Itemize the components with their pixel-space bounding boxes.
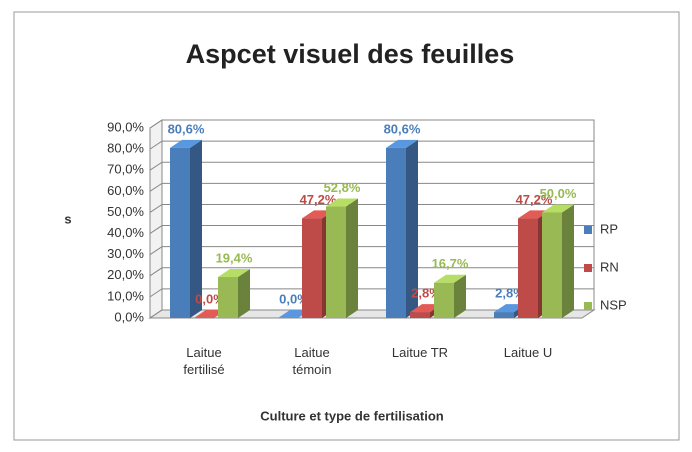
- bar-top: [218, 269, 250, 278]
- bar-side: [454, 274, 466, 318]
- bar: [518, 218, 538, 318]
- y-tick-label: 80,0%: [107, 141, 144, 156]
- y-tick-label: 30,0%: [107, 246, 144, 261]
- y-axis-label: s: [64, 211, 71, 226]
- grid-line: [149, 140, 594, 150]
- grid-line: [149, 225, 594, 234]
- bar-top: [386, 139, 418, 148]
- side-wall: [149, 119, 163, 319]
- bar: [410, 312, 430, 318]
- data-label: 19,4%: [216, 250, 253, 265]
- legend-label: RP: [600, 221, 618, 236]
- legend-swatch: [584, 226, 592, 234]
- y-tick-label: 50,0%: [107, 204, 144, 219]
- data-label: 52,8%: [324, 180, 361, 195]
- data-label: 0,0%: [195, 291, 225, 306]
- bar: [542, 212, 562, 318]
- legend-label: RN: [600, 259, 619, 274]
- bar: [386, 147, 406, 318]
- bar: [494, 312, 514, 318]
- data-label: 80,6%: [384, 121, 421, 136]
- bar-side: [190, 139, 202, 318]
- bar-top: [542, 204, 574, 213]
- bar: [218, 277, 238, 318]
- bar: [302, 218, 322, 318]
- grid-line: [149, 182, 594, 192]
- data-label: 80,6%: [168, 121, 205, 136]
- bar-top: [170, 139, 202, 148]
- legend-swatch: [584, 264, 592, 272]
- grid-line: [149, 267, 594, 277]
- x-tick-label: Laitue témoin: [292, 345, 332, 377]
- bar: [326, 206, 346, 318]
- bar-top: [518, 210, 550, 219]
- y-tick-label: 60,0%: [107, 183, 144, 198]
- bar-side: [562, 204, 574, 318]
- bar-top: [326, 198, 358, 207]
- bar-side: [346, 198, 358, 318]
- bar-side: [406, 139, 418, 318]
- grid-line: [149, 161, 594, 171]
- bar: [170, 147, 190, 318]
- data-label: 47,2%: [300, 192, 337, 207]
- y-tick-label: 90,0%: [107, 119, 144, 134]
- grid-line: [149, 246, 594, 256]
- legend-label: NSP: [600, 297, 627, 312]
- grid-line: [149, 119, 594, 129]
- data-label: 2,8%: [495, 286, 525, 301]
- data-label: 47,2%: [516, 192, 553, 207]
- y-tick-label: 70,0%: [107, 162, 144, 177]
- bar: [434, 282, 454, 318]
- data-label: 0,0%: [279, 291, 309, 306]
- bar-side: [238, 269, 250, 318]
- grid-line: [149, 203, 594, 213]
- y-tick-label: 20,0%: [107, 267, 144, 282]
- data-label: 2,8%: [411, 286, 441, 301]
- x-axis-label: Culture et type de fertilisation: [260, 408, 444, 423]
- data-label: 16,7%: [432, 256, 469, 271]
- x-tick-label: Laitue fertilisé: [183, 345, 225, 377]
- x-tick-label: Laitue U: [503, 345, 553, 360]
- chart-title: Aspcet visuel des feuilles: [186, 39, 515, 69]
- legend-swatch: [584, 302, 592, 310]
- y-tick-label: 0,0%: [114, 309, 144, 324]
- y-tick-label: 40,0%: [107, 225, 144, 240]
- y-tick-label: 10,0%: [107, 288, 144, 303]
- x-tick-label: Laitue TR: [391, 345, 449, 360]
- bar-top: [434, 274, 466, 283]
- data-label: 50,0%: [540, 186, 577, 201]
